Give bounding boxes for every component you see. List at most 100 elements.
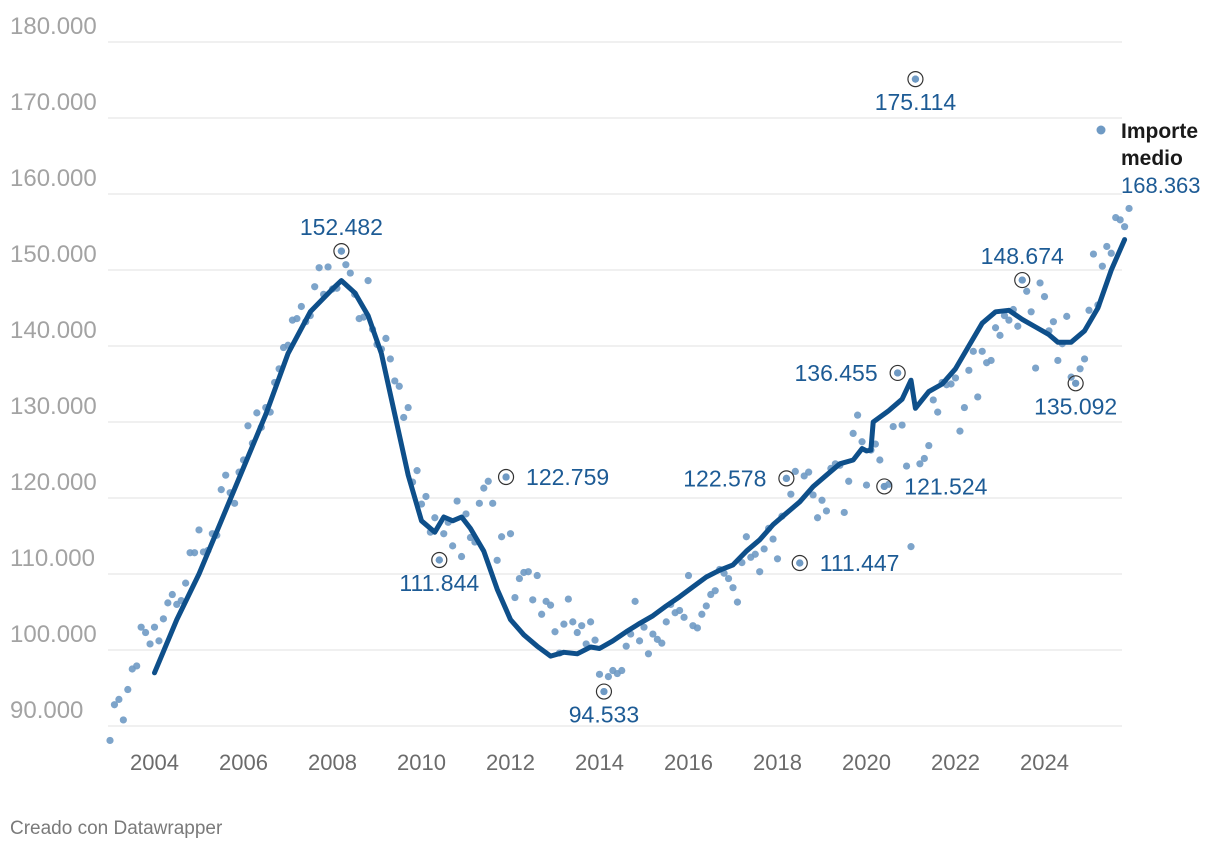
data-point: [578, 622, 586, 630]
data-point: [546, 601, 555, 609]
data-point: [604, 673, 613, 681]
data-point: [818, 496, 826, 504]
data-point: [315, 264, 323, 272]
y-axis: 90.000 100.000 110.000 120.000 130.000 140.00…: [10, 13, 97, 724]
data-point: [640, 623, 648, 631]
data-point: [346, 269, 354, 277]
data-point: [756, 568, 764, 576]
data-point: [573, 628, 581, 637]
data-point: [498, 533, 506, 541]
data-point: [493, 556, 501, 564]
annotated-point: [796, 559, 804, 567]
data-point: [382, 334, 390, 342]
data-point: [124, 685, 132, 694]
annotation-ring: [1067, 375, 1084, 392]
data-point: [1103, 242, 1111, 251]
data-point: [1125, 204, 1133, 213]
x-tick-label: 2020: [842, 750, 891, 775]
data-point: [676, 606, 684, 615]
data-point: [150, 623, 159, 631]
data-point: [929, 396, 937, 404]
data-point: [813, 514, 822, 522]
legend: Importe medio 168.363: [1096, 120, 1201, 198]
data-point: [391, 377, 399, 385]
annotated-point: [894, 369, 902, 377]
data-point: [137, 623, 145, 631]
x-tick-label: 2016: [664, 750, 713, 775]
data-point: [453, 497, 461, 505]
data-point: [1085, 306, 1093, 314]
data-point: [805, 468, 813, 476]
annotations: 152.482 111.844 122.759 94.533 122.578 111.44…: [300, 71, 1117, 728]
data-point: [760, 545, 768, 553]
data-point: [978, 347, 986, 355]
data-point: [1049, 318, 1057, 326]
data-point: [569, 618, 577, 626]
data-point: [515, 574, 524, 583]
data-point: [119, 716, 127, 724]
data-point: [965, 366, 973, 374]
data-point: [324, 263, 332, 271]
scatter-points: [106, 75, 1133, 745]
data-point: [902, 462, 911, 470]
data-point: [858, 438, 866, 446]
data-point: [1089, 250, 1098, 258]
data-point: [155, 637, 163, 645]
legend-value: 168.363: [1121, 173, 1201, 198]
data-point: [440, 530, 448, 538]
data-point: [106, 736, 114, 745]
data-point: [400, 413, 408, 422]
data-point: [822, 507, 831, 515]
data-point: [457, 552, 466, 561]
y-tick-label: 160.000: [10, 165, 97, 192]
data-point: [253, 409, 261, 417]
data-point: [876, 456, 884, 464]
annotation-label: 122.759: [526, 464, 609, 490]
data-point: [1098, 262, 1106, 270]
data-point: [947, 380, 955, 388]
data-point: [974, 393, 982, 401]
data-point: [1107, 249, 1115, 257]
data-point: [413, 467, 421, 475]
data-point: [733, 598, 742, 606]
data-point: [854, 411, 862, 419]
legend-marker: [1096, 125, 1106, 135]
data-point: [1076, 365, 1084, 373]
data-point: [622, 642, 630, 650]
annotation-ring: [876, 478, 893, 495]
y-tick-label: 120.000: [10, 469, 97, 496]
data-point: [311, 283, 319, 291]
data-point: [1063, 312, 1071, 320]
legend-title-line1: Importe: [1121, 120, 1198, 143]
data-point: [591, 636, 599, 644]
data-point: [907, 543, 915, 551]
y-tick-label: 90.000: [10, 697, 83, 724]
x-tick-label: 2004: [130, 750, 179, 775]
annotation-ring: [1014, 271, 1031, 289]
data-point: [751, 550, 759, 558]
x-tick-label: 2014: [575, 750, 624, 775]
annotation-label: 111.844: [399, 570, 479, 596]
data-point: [920, 454, 928, 463]
annotated-point: [1072, 379, 1080, 387]
data-point: [506, 530, 515, 538]
annotation-ring: [431, 551, 448, 569]
data-point: [849, 429, 857, 437]
data-point: [742, 533, 750, 541]
data-point: [431, 514, 439, 522]
data-point: [1000, 312, 1009, 320]
data-point: [862, 481, 871, 489]
annotation-ring: [497, 468, 515, 486]
annotated-point: [911, 75, 920, 83]
annotation-ring: [889, 364, 906, 382]
data-point: [133, 662, 141, 670]
y-tick-label: 180.000: [10, 13, 97, 40]
data-point: [991, 324, 1000, 332]
data-point: [564, 595, 572, 603]
x-tick-label: 2024: [1020, 750, 1069, 775]
annotation-ring: [333, 243, 350, 260]
data-point: [1023, 287, 1031, 295]
annotated-point: [435, 556, 443, 564]
annotation-label: 111.447: [820, 550, 900, 576]
trend-line: [152, 237, 1128, 676]
